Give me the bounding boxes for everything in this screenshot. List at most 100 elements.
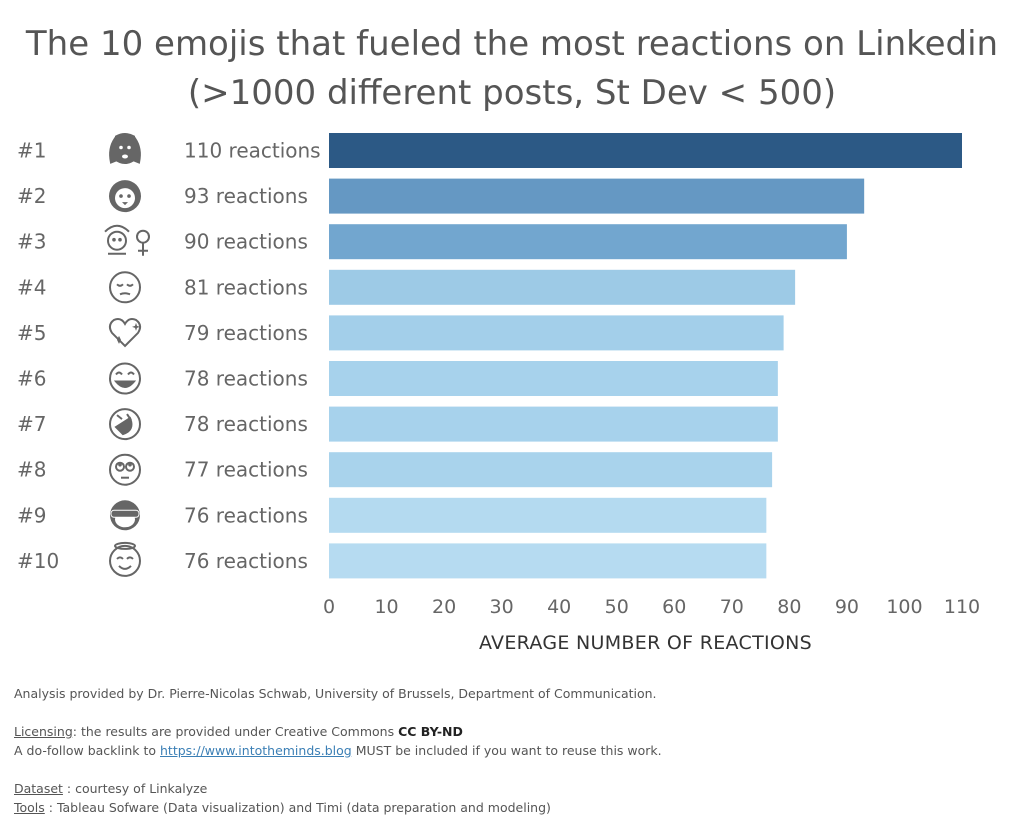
- sparkling-heart-icon: [108, 318, 142, 348]
- rank-label: #6: [17, 367, 46, 391]
- dataset-line: Dataset : courtesy of Linkalyze: [14, 779, 1014, 798]
- lion-face-icon: [109, 180, 141, 213]
- footer: Analysis provided by Dr. Pierre-Nicolas …: [14, 684, 1014, 817]
- rank-label: #3: [17, 230, 46, 254]
- x-tick-label: 10: [374, 596, 398, 618]
- halo: [114, 541, 136, 550]
- bar: [329, 269, 796, 305]
- smiling-face-with-halo-icon: [109, 541, 141, 577]
- face-outline: [109, 362, 141, 395]
- person-head: [107, 230, 127, 251]
- reaction-label: 76 reactions: [184, 549, 308, 573]
- licensing-line: Licensing: the results are provided unde…: [14, 722, 1014, 741]
- heart-outline: [108, 318, 142, 348]
- bar: [329, 224, 847, 260]
- bar: [329, 406, 778, 442]
- reaction-label: 78 reactions: [184, 412, 308, 436]
- bar: [329, 497, 767, 533]
- face-with-tears-of-joy-icon: [109, 362, 141, 395]
- licensing-label: Licensing: [14, 724, 73, 739]
- bar: [329, 133, 962, 168]
- x-tick-label: 50: [605, 596, 629, 618]
- x-tick-label: 40: [547, 596, 571, 618]
- reaction-label: 81 reactions: [184, 275, 308, 299]
- x-tick-label: 70: [720, 596, 744, 618]
- eye: [118, 237, 122, 242]
- reaction-label: 93 reactions: [184, 184, 308, 208]
- see-no-evil-monkey-icon: [110, 500, 140, 531]
- eye: [118, 462, 122, 467]
- x-tick-label: 20: [432, 596, 456, 618]
- bar: [329, 178, 865, 214]
- face-outline: [109, 408, 141, 441]
- rank-label: #5: [17, 321, 46, 345]
- x-tick-label: 90: [835, 596, 859, 618]
- person-arms: [104, 224, 130, 233]
- bar-chart: #1 110 reactions #2 93 reactions #3 90 reacti…: [17, 133, 980, 654]
- tools-label: Tools: [14, 800, 45, 815]
- dog-face-icon: [109, 133, 141, 164]
- analysis-credit: Analysis provided by Dr. Pierre-Nicolas …: [14, 686, 657, 701]
- license-name: CC BY-ND: [398, 724, 463, 739]
- eye: [119, 145, 123, 150]
- tilted-mouth: [114, 416, 133, 436]
- x-axis-title: AVERAGE NUMBER OF REACTIONS: [479, 632, 812, 654]
- x-tick-label: 80: [777, 596, 801, 618]
- open-mouth: [113, 380, 137, 388]
- lion-nose: [122, 202, 128, 206]
- x-tick-label: 30: [490, 596, 514, 618]
- x-tick-label: 60: [662, 596, 686, 618]
- mouth: [119, 292, 131, 296]
- bar: [329, 361, 778, 396]
- eye: [119, 194, 123, 198]
- face-with-rolling-eyes-icon: [109, 453, 141, 486]
- dog-head: [112, 133, 138, 164]
- female-sign-ring: [136, 229, 150, 244]
- eye-left: [115, 461, 125, 472]
- reaction-label: 110 reactions: [184, 139, 321, 163]
- backlink-post: MUST be included if you want to reuse th…: [351, 743, 662, 758]
- eye: [128, 462, 132, 467]
- rank-label: #4: [17, 275, 46, 299]
- rolling-on-floor-laughing-icon: [109, 408, 141, 441]
- smiling-eyes: [116, 556, 134, 560]
- lion-face: [115, 188, 135, 209]
- reaction-label: 79 reactions: [184, 321, 308, 345]
- x-tick-label: 110: [944, 596, 980, 618]
- title-line-2: (>1000 different posts, St Dev < 500): [187, 73, 837, 113]
- rank-label: #8: [17, 458, 46, 482]
- laughing-eyes: [115, 371, 135, 376]
- smile: [118, 565, 132, 570]
- bar: [329, 315, 784, 351]
- chart-title: The 10 emojis that fueled the most react…: [0, 20, 1024, 118]
- eye: [112, 237, 116, 242]
- sparkles: [117, 322, 140, 344]
- reaction-label: 76 reactions: [184, 503, 308, 527]
- licensing-text: : the results are provided under Creativ…: [72, 724, 399, 739]
- bar: [329, 543, 767, 579]
- rank-label: #1: [17, 139, 46, 163]
- x-tick-label: 100: [886, 596, 922, 618]
- backlink-link[interactable]: https://www.intotheminds.blog: [160, 743, 352, 758]
- rank-label: #10: [17, 549, 59, 573]
- woman-gesturing-ok-icon: [104, 224, 150, 256]
- dog-nose: [122, 154, 128, 159]
- dog-ear-left: [109, 135, 118, 164]
- pensive-face-icon: [109, 271, 141, 304]
- eye: [127, 194, 131, 198]
- reaction-label: 90 reactions: [184, 230, 308, 254]
- x-tick-label: 0: [323, 596, 335, 618]
- reaction-label: 78 reactions: [184, 367, 308, 391]
- title-line-1: The 10 emojis that fueled the most react…: [25, 24, 999, 64]
- dog-ear-right: [132, 135, 141, 164]
- closed-eyes: [116, 283, 134, 287]
- tools-text: : Tableau Sofware (Data visualization) a…: [44, 800, 551, 815]
- backlink-pre: A do-follow backlink to: [14, 743, 160, 758]
- bar: [329, 452, 773, 488]
- rank-label: #9: [17, 503, 46, 527]
- eye-right: [125, 461, 135, 472]
- rank-label: #2: [17, 184, 46, 208]
- reaction-label: 77 reactions: [184, 458, 308, 482]
- dataset-text: : courtesy of Linkalyze: [62, 781, 208, 796]
- tools-line: Tools : Tableau Sofware (Data visualizat…: [14, 798, 1014, 817]
